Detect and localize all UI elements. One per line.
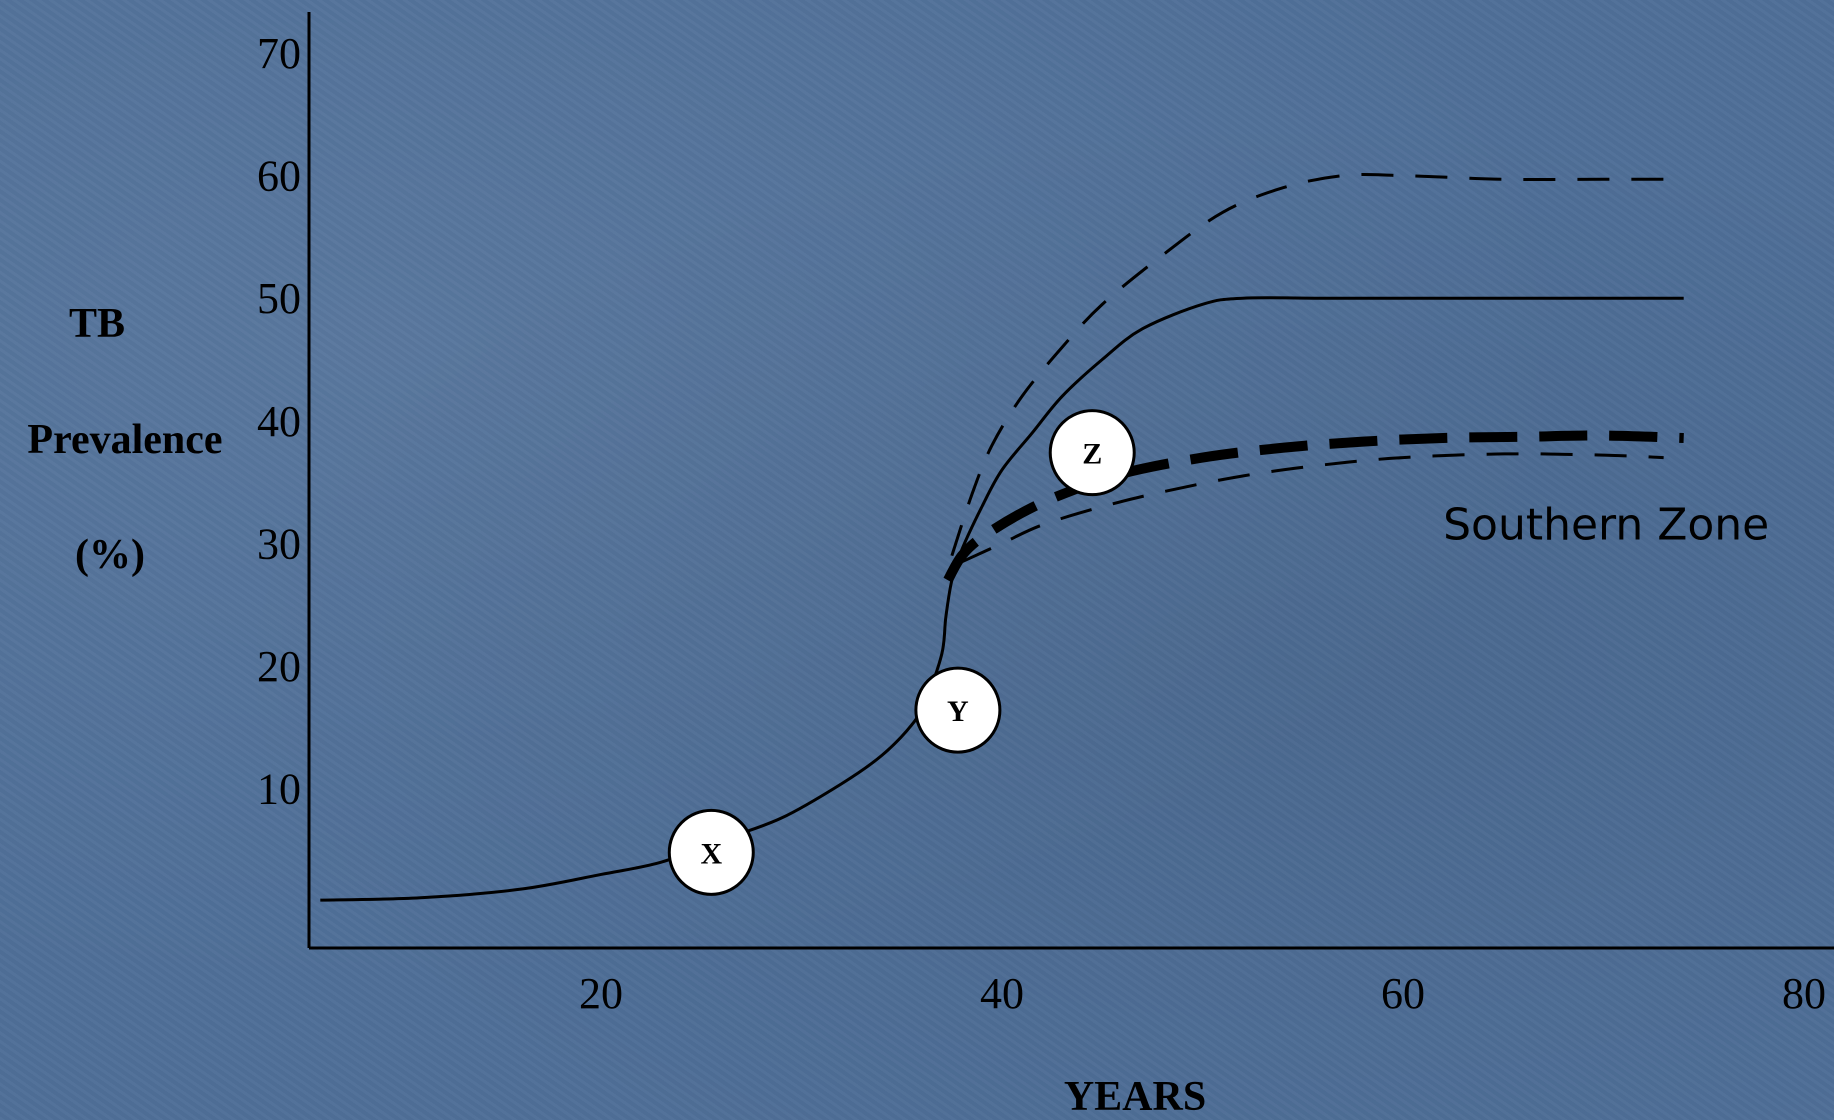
marker-label-y: Y <box>947 695 969 728</box>
y-tick-label-60: 60 <box>257 152 301 201</box>
marker-label-z: Z <box>1082 438 1102 471</box>
y-tick-label-10: 10 <box>257 765 301 814</box>
y-axis-title-line-3: (%) <box>75 532 145 578</box>
marker-label-x: X <box>700 837 722 870</box>
series-line-3 <box>943 430 1684 583</box>
x-tick-label-20: 20 <box>579 969 623 1018</box>
x-tick-label-80: 80 <box>1782 969 1826 1018</box>
y-axis-title-line-1: TB <box>69 301 125 347</box>
series-line-4 <box>961 452 1664 564</box>
x-tick-label-60: 60 <box>1381 969 1425 1018</box>
y-tick-label-70: 70 <box>257 29 301 78</box>
y-tick-label-50: 50 <box>257 274 301 323</box>
marker-circle-y <box>914 666 1002 754</box>
marker-circle-x <box>667 808 755 896</box>
annotation-southern-zone: Southern Zone <box>1443 500 1769 551</box>
y-axis-title-line-2: Prevalence <box>27 417 222 463</box>
marker-circle-z <box>1048 409 1136 497</box>
x-axis-title: YEARS <box>1064 1074 1206 1120</box>
y-tick-label-20: 20 <box>257 642 301 691</box>
y-tick-label-30: 30 <box>257 519 301 568</box>
x-tick-label-40: 40 <box>980 969 1024 1018</box>
y-tick-label-40: 40 <box>257 397 301 446</box>
series-line-1 <box>320 296 1684 902</box>
series-line-2 <box>950 173 1664 557</box>
